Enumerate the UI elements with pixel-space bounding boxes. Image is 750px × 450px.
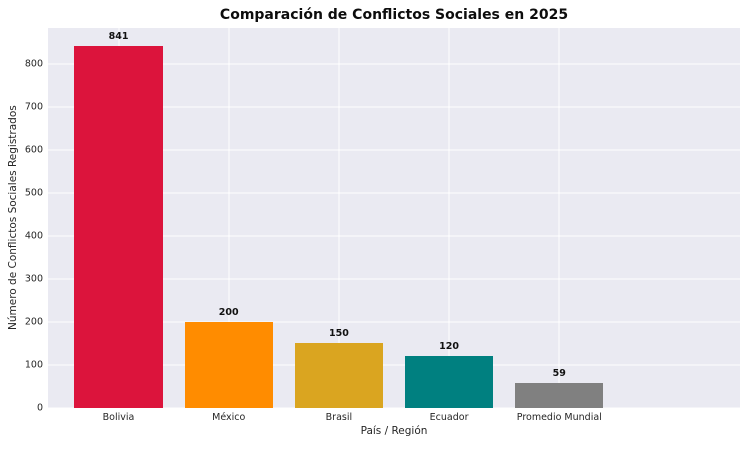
- gridline-h-300: [48, 278, 740, 280]
- y-tick-label-0: 0: [36, 402, 43, 414]
- bar-value-label-4: 59: [552, 367, 566, 379]
- bar-value-label-3: 120: [439, 341, 460, 353]
- gridline-h-700: [48, 106, 740, 108]
- x-tick-labels: Bolivia México Brasil Ecuador Promedio Mundi…: [48, 412, 740, 425]
- plot-area: 841 200 150 120 59: [48, 28, 740, 409]
- gridline-h-400: [48, 235, 740, 237]
- bar-promedio-mundial: [515, 382, 604, 408]
- gridline-h-200: [48, 321, 740, 323]
- gridline-h-100: [48, 364, 740, 366]
- bar-m-xico: [184, 321, 273, 408]
- y-tick-label-200: 200: [24, 316, 43, 328]
- bar-value-label-0: 841: [108, 31, 129, 43]
- x-tick-label-2: Brasil: [325, 412, 353, 423]
- bar-bolivia: [74, 46, 163, 408]
- gridline-v-2: [338, 28, 340, 408]
- gridline-v-1: [228, 28, 230, 408]
- gridline-h-600: [48, 149, 740, 151]
- y-tick-label-500: 500: [24, 187, 43, 199]
- x-tick-label-4: Promedio Mundial: [516, 412, 602, 423]
- gridline-h-800: [48, 63, 740, 65]
- bar-brasil: [294, 343, 383, 408]
- bar-value-label-1: 200: [218, 306, 239, 318]
- x-axis-label: País / Región: [360, 425, 428, 437]
- bar-ecuador: [405, 356, 494, 408]
- y-tick-label-800: 800: [24, 58, 43, 70]
- bar-value-label-2: 150: [328, 328, 349, 340]
- x-tick-label-1: México: [212, 412, 246, 423]
- gridline-h-0: [48, 407, 740, 409]
- x-tick-label-3: Ecuador: [429, 412, 469, 423]
- y-tick-labels: 0 100 200 300 400 500 600 700 800: [0, 28, 43, 413]
- chart-title: Comparación de Conflictos Sociales en 20…: [219, 7, 569, 23]
- gridline-v-4: [558, 28, 560, 408]
- gridline-v-3: [448, 28, 450, 408]
- y-tick-label-300: 300: [24, 273, 43, 285]
- y-tick-label-100: 100: [24, 359, 43, 371]
- y-tick-label-700: 700: [24, 101, 43, 113]
- gridline-h-500: [48, 192, 740, 194]
- x-tick-label-0: Bolivia: [102, 412, 135, 423]
- y-tick-label-600: 600: [24, 144, 43, 156]
- y-tick-label-400: 400: [24, 230, 43, 242]
